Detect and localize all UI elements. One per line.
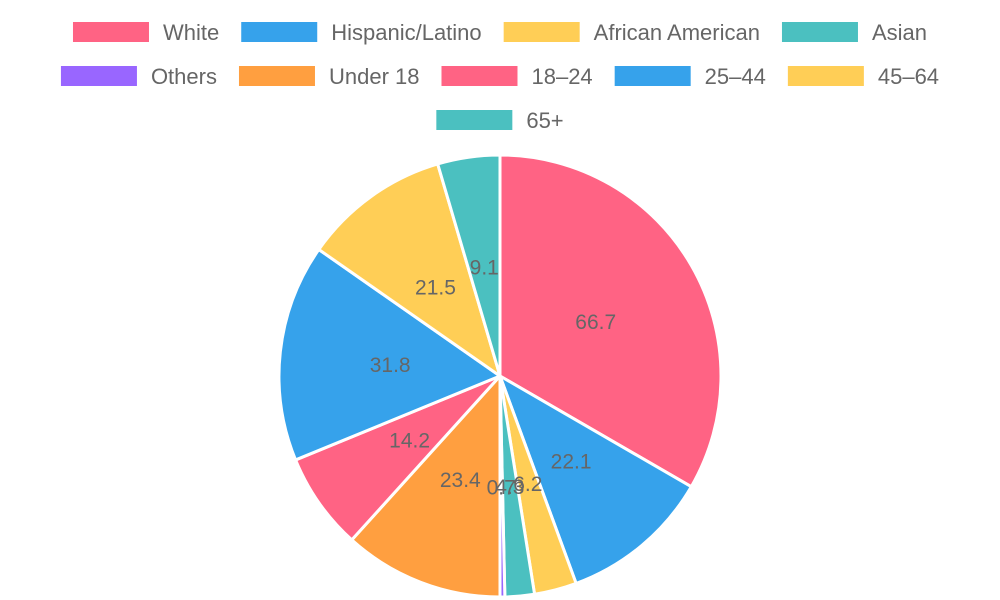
legend-swatch-65 (436, 110, 513, 130)
legend-label-asian: Asian (872, 20, 927, 45)
legend-item-25-44[interactable]: 25–44 (614, 64, 766, 89)
legend-label-45-64: 45–64 (878, 64, 939, 89)
pie-slice-hispanic-latino[interactable] (498, 374, 693, 585)
legend-label-african-american: African American (594, 20, 760, 45)
legend-swatch-under-18 (238, 66, 315, 86)
data-label-hispanic-latino: 22.1 (551, 451, 592, 474)
legend-item-under-18[interactable]: Under 18 (238, 64, 420, 89)
data-label-18-24: 14.2 (389, 430, 430, 453)
legend-label-others: Others (151, 64, 217, 89)
legend-label-18-24: 18–24 (531, 64, 592, 89)
data-label-african-american: 6.2 (513, 473, 542, 496)
data-labels: 66.7 22.1 6.24.30.7 23.4 14.2 31.8 21.5 9.1 (370, 257, 616, 500)
pie-slice-65[interactable] (436, 153, 502, 378)
legend-swatch-others (60, 66, 137, 86)
pie-slice-45-64[interactable] (317, 162, 502, 378)
legend-swatch-white (72, 22, 149, 42)
legend-swatch-asian (781, 22, 858, 42)
data-label-others: 0.7 (487, 476, 516, 499)
data-label-white: 66.7 (575, 311, 616, 334)
legend-item-hispanic-latino[interactable]: Hispanic/Latino (241, 20, 482, 45)
legend-item-asian[interactable]: Asian (781, 20, 927, 45)
legend-label-under-18: Under 18 (329, 64, 420, 89)
legend: White Hispanic/Latino African American Asia… (60, 20, 939, 133)
legend-label-white: White (163, 20, 219, 45)
legend-swatch-25-44 (614, 66, 691, 86)
legend-item-18-24[interactable]: 18–24 (441, 64, 593, 89)
legend-swatch-hispanic-latino (241, 22, 318, 42)
legend-swatch-african-american (503, 22, 580, 42)
legend-swatch-18-24 (441, 66, 518, 86)
legend-label-65: 65+ (526, 108, 563, 133)
legend-label-25-44: 25–44 (705, 64, 766, 89)
data-label-under-18: 23.4 (440, 469, 481, 492)
legend-item-white[interactable]: White (72, 20, 219, 45)
data-label-65: 9.1 (470, 257, 499, 280)
legend-item-african-american[interactable]: African American (503, 20, 760, 45)
pie-slice-under-18[interactable] (350, 374, 502, 599)
pie-slices (277, 153, 723, 599)
legend-item-45-64[interactable]: 45–64 (787, 64, 939, 89)
pie-slice-25-44[interactable] (277, 247, 502, 462)
legend-item-others[interactable]: Others (60, 64, 217, 89)
data-label-asian: 4.3 (495, 476, 524, 499)
legend-swatch-45-64 (787, 66, 864, 86)
data-label-25-44: 31.8 (370, 354, 411, 377)
pie-slice-white[interactable] (498, 153, 723, 489)
legend-item-65[interactable]: 65+ (436, 108, 564, 133)
data-label-45-64: 21.5 (415, 276, 456, 299)
legend-label-hispanic-latino: Hispanic/Latino (331, 20, 481, 45)
